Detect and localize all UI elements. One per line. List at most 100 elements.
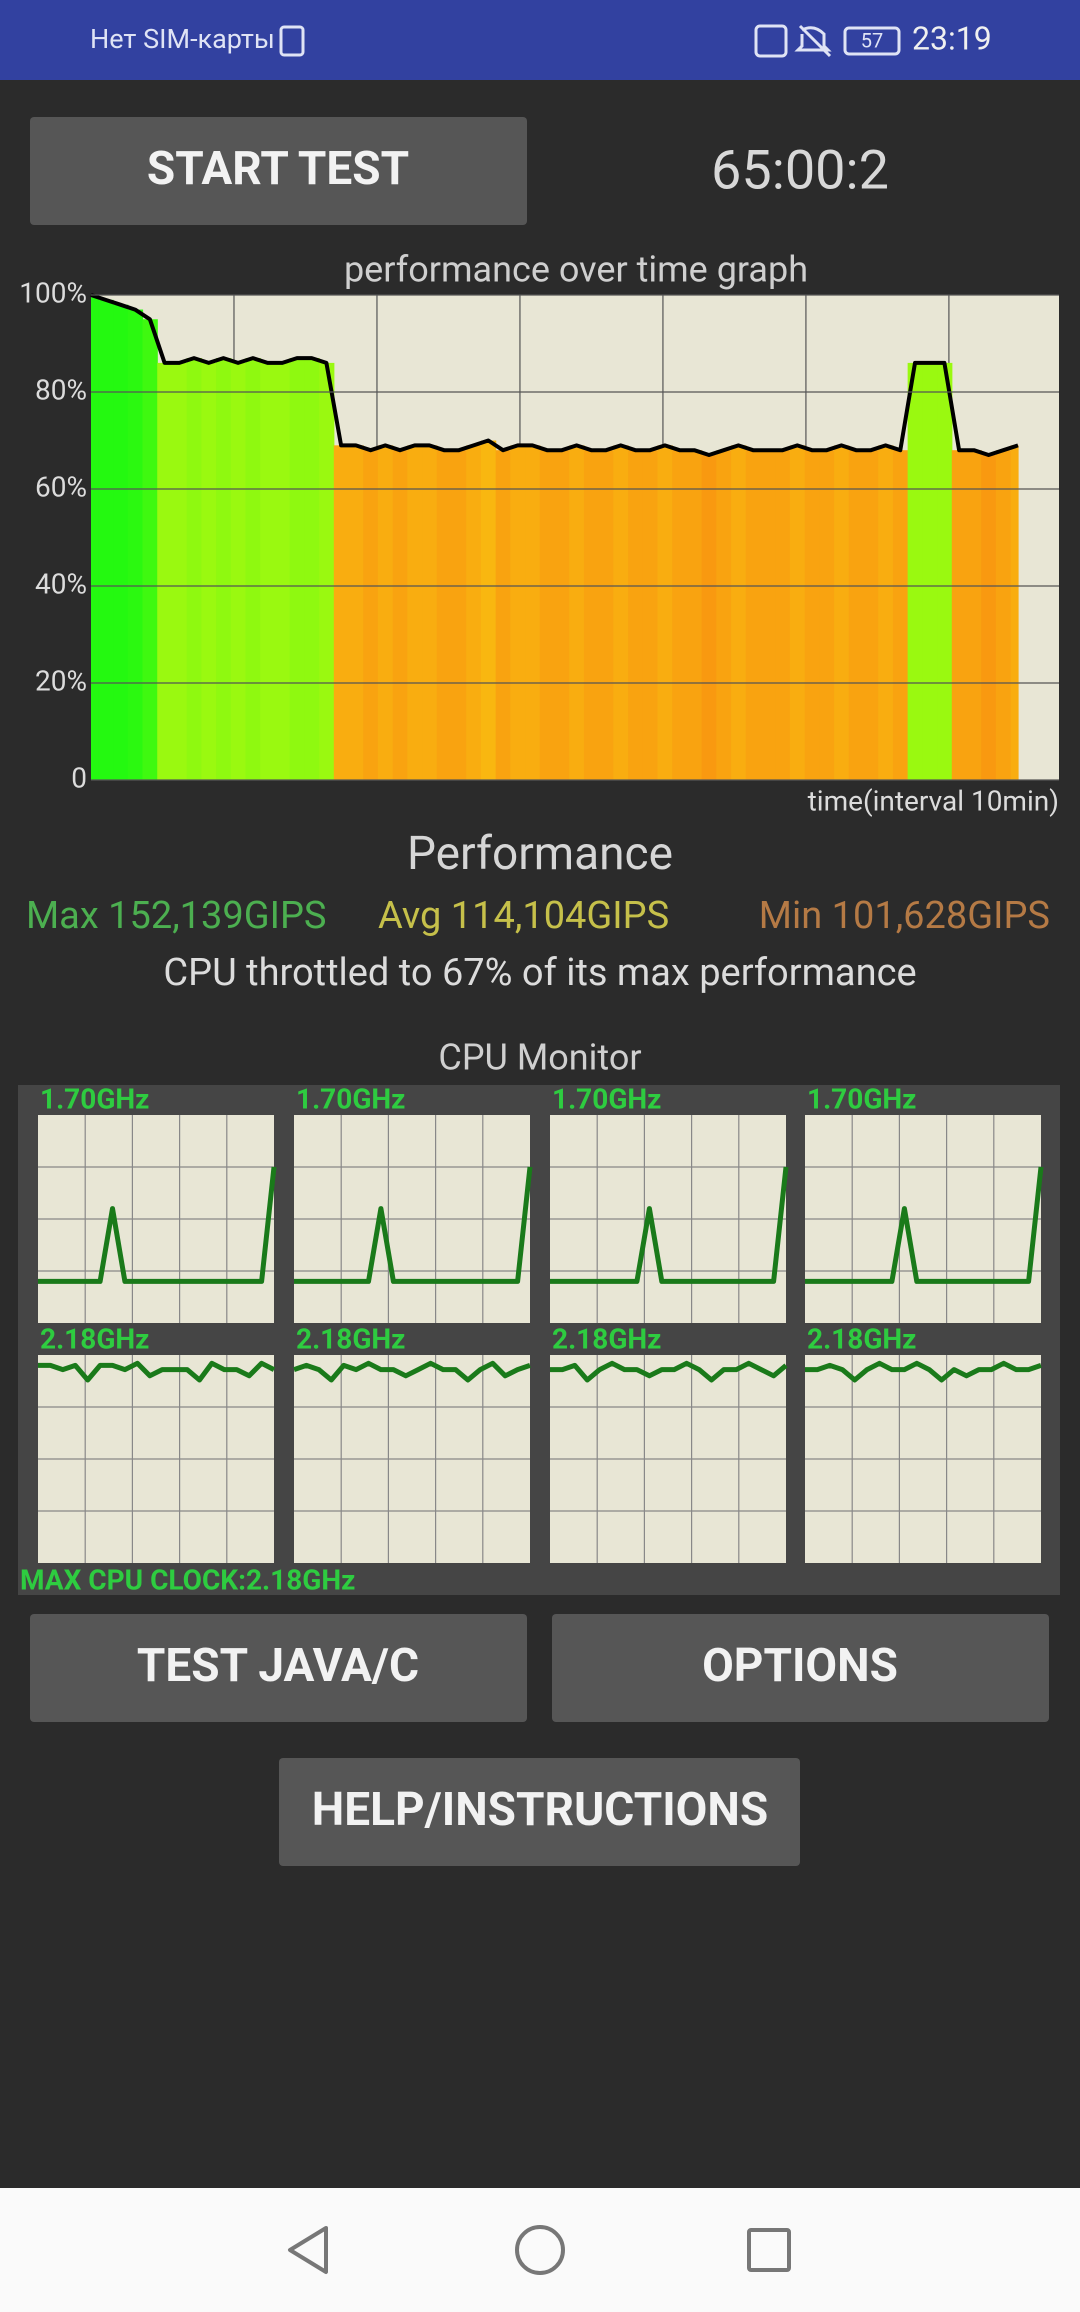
performance-bar [422, 445, 438, 780]
performance-bar [789, 445, 806, 780]
performance-bar [892, 450, 909, 780]
performance-bar [731, 445, 747, 780]
performance-bar [480, 440, 497, 780]
performance-bar [642, 450, 659, 780]
performance-bar [628, 450, 644, 780]
y-tick-label: 80% [35, 373, 87, 406]
options-button-label[interactable]: OPTIONS [702, 1639, 898, 1693]
performance-bar [91, 295, 99, 780]
core-frequency-line [550, 1166, 789, 1284]
performance-bar [701, 455, 717, 780]
battery-level: 57 [861, 28, 883, 52]
y-tick-label: 40% [35, 567, 87, 600]
core-frequency-label: 1.70GHz [807, 1082, 916, 1115]
performance-bar [510, 445, 526, 780]
core-frequency-line [38, 1360, 276, 1383]
performance-bar [466, 445, 482, 780]
performance-bar [142, 319, 158, 780]
battery-icon [843, 26, 901, 56]
performance-bar [201, 362, 217, 780]
performance-bar [878, 445, 894, 780]
core-frequency-label: 2.18GHz [296, 1322, 405, 1355]
performance-bar [348, 445, 364, 780]
performance-bar [436, 450, 453, 780]
performance-bar [804, 450, 820, 780]
performance-bar [230, 362, 247, 780]
y-tick-label: 60% [35, 470, 87, 503]
start-button-bg[interactable] [30, 117, 527, 225]
performance-bar [716, 450, 732, 780]
performance-bar [966, 450, 982, 780]
help-button-label[interactable]: HELP/INSTRUCTIONS [312, 1783, 768, 1837]
performance-bar [377, 445, 394, 780]
core-frequency-line [38, 1166, 277, 1284]
performance-bar [407, 445, 423, 780]
performance-bar [569, 445, 585, 780]
max-cpu-clock: MAX CPU CLOCK:2.18GHz [20, 1563, 355, 1596]
performance-bar [333, 445, 350, 780]
test-java-button-label[interactable]: TEST JAVA/C [137, 1639, 419, 1693]
test-java-button[interactable]: TEST JAVA/C [30, 1614, 527, 1722]
performance-bar [451, 450, 467, 780]
home-button[interactable] [515, 2225, 565, 2275]
performance-bar [834, 445, 850, 780]
performance-bar [274, 362, 291, 780]
start-button[interactable]: START TEST [30, 117, 527, 225]
core-frequency-line [805, 1166, 1044, 1284]
performance-bar [1010, 445, 1019, 780]
chart-title: performance over time graph [344, 249, 808, 291]
cpu-cores: 1.70GHz 1.70GHz 1.70GHz 1.70GHz 2.18GHz 2.18G… [38, 1082, 1044, 1563]
core-frequency-label: 2.18GHz [807, 1322, 916, 1355]
performance-bar [392, 450, 408, 780]
test-java-button-bg[interactable] [30, 1614, 527, 1722]
performance-bar [922, 362, 938, 780]
performance-bar [363, 450, 379, 780]
performance-bar [686, 450, 703, 780]
help-button-bg[interactable] [279, 1758, 800, 1866]
performance-bar [113, 304, 129, 780]
performance-bar [171, 362, 188, 780]
sim-icon [279, 25, 305, 57]
performance-bar [775, 450, 791, 780]
performance-bar [495, 450, 511, 780]
min-performance: Min 101,628GIPS [759, 894, 1050, 938]
performance-bar [613, 445, 629, 780]
performance-bar [819, 450, 835, 780]
performance-bar [319, 362, 335, 780]
core-frequency-label: 1.70GHz [552, 1082, 661, 1115]
performance-bar [525, 445, 541, 780]
clock: 23:19 [912, 19, 992, 57]
help-button[interactable]: HELP/INSTRUCTIONS [279, 1758, 800, 1866]
performance-bar [657, 445, 673, 780]
plot: 0 20% 40% 60% 80% 100% [19, 276, 1059, 794]
performance-bar [98, 299, 114, 780]
navigation-bar [0, 2188, 1080, 2312]
performance-line [90, 293, 1019, 457]
max-performance: Max 152,139GIPS [26, 894, 327, 938]
performance-bar [951, 450, 968, 780]
options-button[interactable]: OPTIONS [552, 1614, 1049, 1722]
performance-bar [245, 358, 261, 780]
performance-bar [554, 450, 570, 780]
recents-button[interactable] [747, 2228, 791, 2272]
core-frequency-line [550, 1360, 788, 1383]
back-button[interactable] [288, 2226, 328, 2274]
performance-bar [863, 450, 879, 780]
y-tick-label: 100% [19, 276, 87, 309]
performance-bar [745, 450, 762, 780]
carrier: Нет SIM-карты [90, 23, 275, 55]
performance-bar [289, 358, 305, 780]
performance-bar [995, 450, 1012, 780]
core-frequency-line [293, 1360, 531, 1383]
performance-bar [760, 450, 776, 780]
start-button-label[interactable]: START TEST [147, 142, 409, 196]
performance-bar [583, 450, 600, 780]
performance-bar [672, 450, 688, 780]
performance-bar [848, 450, 865, 780]
performance-bar [260, 362, 276, 780]
options-button-bg[interactable] [552, 1614, 1049, 1722]
nfc-icon [754, 24, 788, 58]
performance-bar [598, 450, 614, 780]
mute-icon [794, 24, 832, 58]
